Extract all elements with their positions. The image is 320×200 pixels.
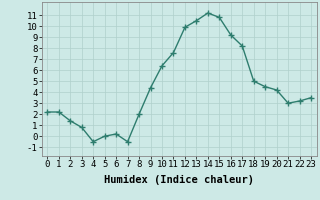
- X-axis label: Humidex (Indice chaleur): Humidex (Indice chaleur): [104, 175, 254, 185]
